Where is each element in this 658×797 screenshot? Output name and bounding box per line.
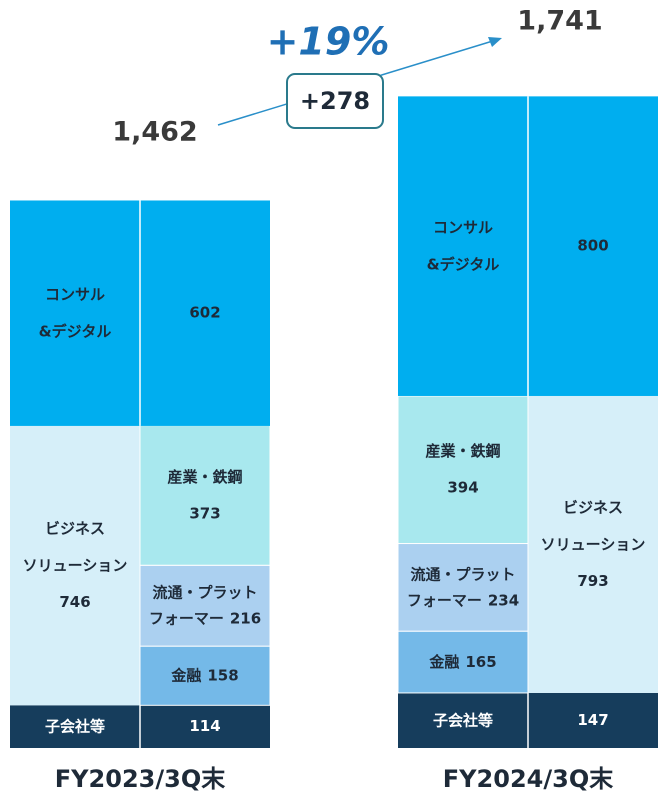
segment-name: 子会社等: [433, 711, 493, 729]
segment-name: 流通・プラット: [410, 565, 515, 583]
segment-name-line: 金融: [428, 653, 459, 671]
segment-name-line: 金融: [170, 666, 201, 684]
segment-part: [397, 395, 529, 545]
total-label: 1,462: [112, 117, 197, 148]
segment-name-line: 子会社等: [433, 711, 493, 729]
segment-name: 金融 165: [428, 653, 496, 671]
segment-value: 165: [465, 653, 496, 671]
segment-name-line: 流通・プラット: [152, 583, 257, 601]
segment-name: 流通・プラット: [152, 583, 257, 601]
segment-name: &デジタル: [39, 322, 112, 340]
segment-name: ソリューション: [541, 535, 646, 553]
segment-name: 産業・鉄鋼: [167, 467, 242, 485]
segment-name-line: コンサル: [45, 285, 105, 303]
segment-value: 114: [189, 717, 220, 735]
segment-part: [139, 425, 271, 566]
segment-name: 金融 158: [170, 666, 238, 684]
segment-name-line: ビジネス: [45, 519, 105, 537]
total-label: 1,741: [517, 6, 602, 37]
segment-part: [139, 645, 271, 706]
segment-name: 産業・鉄鋼: [425, 442, 500, 460]
segment-name: コンサル: [433, 218, 493, 236]
segment-part: [397, 543, 529, 632]
segment-name-line: フォーマー: [407, 591, 482, 609]
segment-value: 394: [447, 479, 478, 497]
segment-name-line: 産業・鉄鋼: [425, 442, 500, 460]
segment-value: 373: [189, 504, 220, 522]
segment-name-line: 産業・鉄鋼: [167, 467, 242, 485]
segment-value: 158: [207, 666, 238, 684]
segment-name-line: ソリューション: [541, 535, 646, 553]
segment-value: 800: [577, 237, 608, 255]
segment-name: フォーマー 234: [407, 591, 519, 609]
segment-value: 216: [230, 609, 261, 627]
segment-value: 147: [577, 711, 608, 729]
segment-name-line: コンサル: [433, 218, 493, 236]
category-label: FY2023/3Q末: [55, 765, 226, 793]
segment-name: ビジネス: [563, 498, 623, 516]
segment-name-line: ビジネス: [563, 498, 623, 516]
segment-name: ソリューション: [23, 556, 128, 574]
arrow-head: [488, 37, 502, 47]
segment-value: 602: [189, 304, 220, 322]
segment-name-line: ソリューション: [23, 556, 128, 574]
segment-value: 234: [488, 591, 519, 609]
segment-name: 子会社等: [45, 717, 105, 735]
segment-name: コンサル: [45, 285, 105, 303]
segment-name-line: &デジタル: [427, 255, 500, 273]
segment: [528, 395, 658, 693]
segment-value: 793: [577, 572, 608, 590]
segment: [10, 425, 140, 706]
segment-name-line: &デジタル: [39, 322, 112, 340]
segment-name-line: フォーマー: [149, 609, 224, 627]
segment-name: &デジタル: [427, 255, 500, 273]
segment-part: [397, 630, 529, 694]
segment-value: 746: [59, 593, 90, 611]
difference: +278: [300, 87, 370, 115]
category-label: FY2024/3Q末: [443, 765, 614, 793]
segment-name-line: 流通・プラット: [410, 565, 515, 583]
segment-name: ビジネス: [45, 519, 105, 537]
difference-box: [286, 73, 384, 129]
segment-name-line: 子会社等: [45, 717, 105, 735]
segment-name: フォーマー 216: [149, 609, 261, 627]
segment-part: [139, 564, 271, 647]
growth: +19%: [267, 20, 390, 64]
